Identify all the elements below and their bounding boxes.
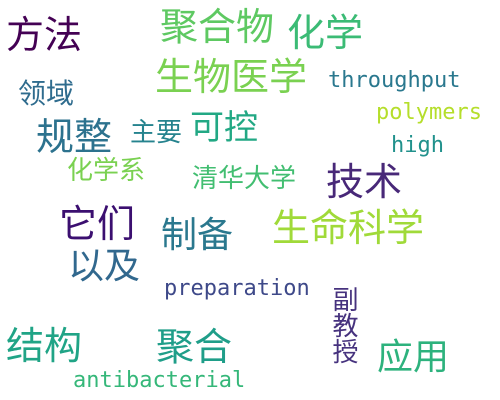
word-yiji: 以及 <box>68 246 141 287</box>
word-jishu: 技术 <box>326 160 403 204</box>
word-fujiaoshou: 副教授 <box>328 286 358 364</box>
word-zhibei: 制备 <box>161 215 234 256</box>
word-throughput: throughput <box>328 68 461 93</box>
word-preparation: preparation <box>164 276 310 301</box>
word-qinghua-daxue: 清华大学 <box>192 164 297 194</box>
word-lingyu: 领域 <box>18 77 75 110</box>
word-guizheng: 规整 <box>36 115 113 159</box>
word-huaxue: 化学 <box>287 11 364 55</box>
word-juhe: 聚合 <box>156 325 233 369</box>
word-high: high <box>391 133 444 158</box>
word-kekong: 可控 <box>190 108 258 148</box>
word-tamen: 它们 <box>59 202 136 246</box>
word-juhewu: 聚合物 <box>160 5 275 49</box>
word-polymers: polymers <box>376 100 482 125</box>
word-jiegou: 结构 <box>6 324 83 368</box>
word-yingyong: 应用 <box>377 337 450 378</box>
word-zhuyao: 主要 <box>130 118 183 148</box>
word-fangfa: 方法 <box>6 13 83 57</box>
word-shengming-kexue: 生命科学 <box>272 206 425 250</box>
word-shengwu-yixue: 生物医学 <box>155 55 308 99</box>
word-huaxuexi: 化学系 <box>67 156 146 186</box>
word-antibacterial: antibacterial <box>73 368 246 393</box>
